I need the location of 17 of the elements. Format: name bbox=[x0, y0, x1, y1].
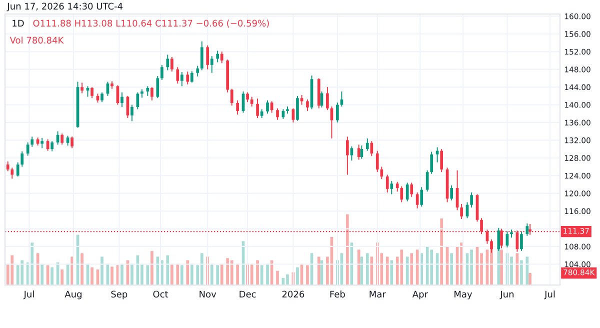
x-tick-label: Oct bbox=[153, 290, 168, 298]
x-tick-label: Jul bbox=[23, 290, 34, 300]
text: 1D bbox=[12, 20, 24, 26]
x-tick-label: Apr bbox=[412, 290, 428, 300]
x-tick-label: Feb bbox=[330, 290, 345, 298]
x-tick-label: Nov bbox=[200, 290, 216, 298]
x-tick-label: Mar bbox=[370, 290, 386, 298]
x-tick-label: May bbox=[454, 290, 472, 300]
text: O111.88 H113.08 L110.64 C111.37 −0.66 (−0.59%) bbox=[33, 20, 269, 28]
x-tick-label: Aug bbox=[64, 290, 82, 300]
chart-title: Vol 780.84K bbox=[10, 36, 64, 44]
x-tick-label: Sep bbox=[111, 290, 128, 300]
x-tick-label: Jul bbox=[544, 290, 555, 300]
x-tick-label: Jun bbox=[500, 290, 514, 300]
text: Jun 17, 2026 14:30 UTC-4 bbox=[6, 2, 123, 12]
x-tick-label: Dec bbox=[240, 290, 256, 298]
x-tick-label: 2026 bbox=[282, 290, 304, 298]
